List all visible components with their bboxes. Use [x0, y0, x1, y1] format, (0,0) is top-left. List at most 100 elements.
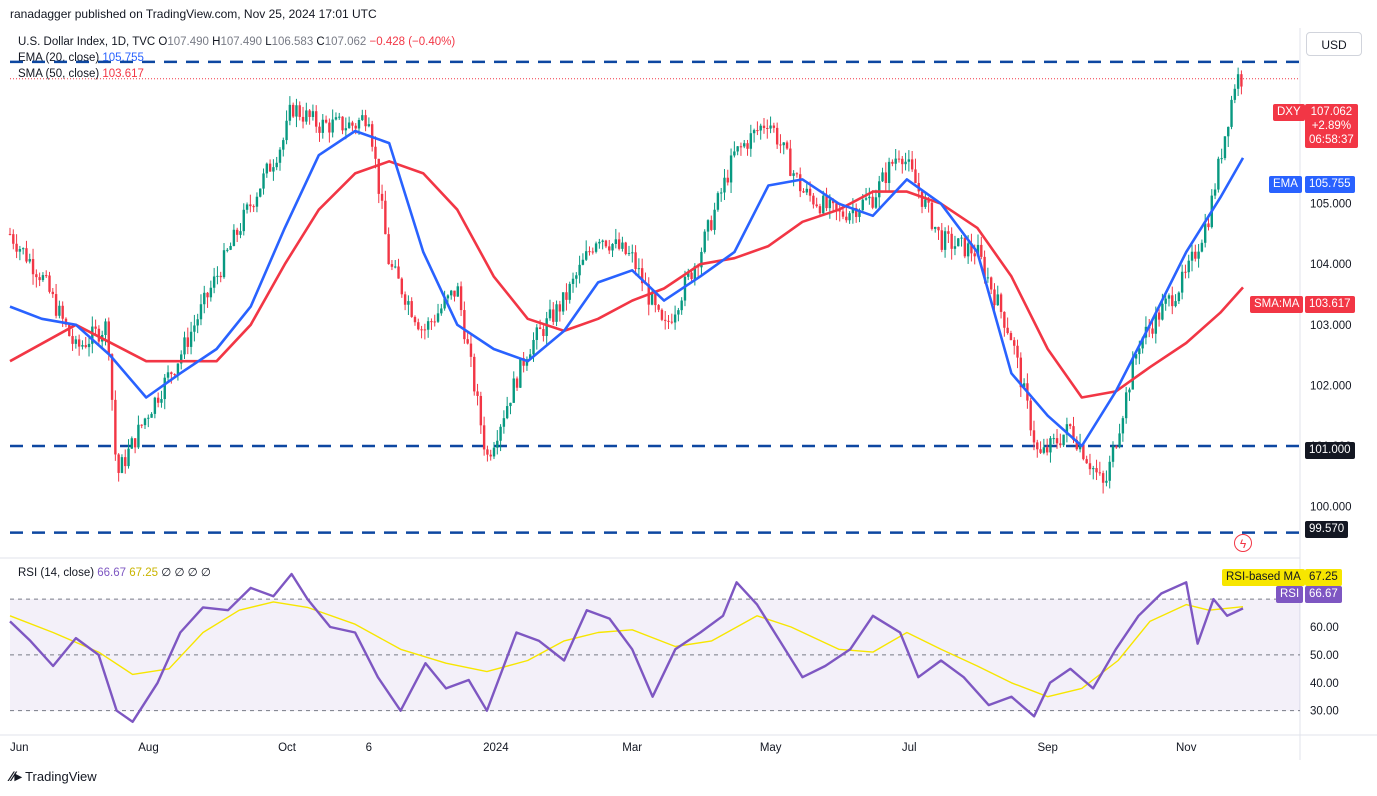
candle-body	[970, 243, 973, 254]
candle-body	[489, 454, 492, 457]
candle-body	[1157, 312, 1161, 320]
price-tick-label: 103.000	[1310, 320, 1352, 332]
candle-body	[947, 231, 950, 234]
candle-body	[627, 253, 631, 255]
candle-body	[1052, 438, 1055, 440]
price-tick-label: 105.000	[1310, 199, 1352, 211]
candle-body	[1072, 426, 1075, 441]
candle-body	[473, 356, 476, 392]
candle-body	[1134, 354, 1138, 359]
candle-body	[153, 397, 157, 414]
candle-body	[338, 116, 341, 118]
candle-body	[219, 275, 222, 278]
candle-body	[1019, 357, 1023, 388]
candle-body	[1085, 459, 1088, 464]
candle-body	[657, 305, 660, 310]
tradingview-logo[interactable]: ⁄⁄▸ TradingView	[10, 768, 97, 785]
candle-body	[147, 417, 150, 419]
candle-body	[812, 195, 815, 205]
candle-body	[555, 304, 558, 322]
candle-body	[980, 244, 983, 257]
candle-body	[180, 354, 183, 364]
candle-body	[1154, 312, 1158, 334]
candle-body	[232, 229, 236, 246]
candle-body	[1230, 99, 1233, 127]
candle-body	[249, 204, 252, 207]
candle-body	[209, 287, 213, 298]
candle-body	[687, 272, 690, 277]
candle-body	[456, 286, 459, 297]
candle-body	[502, 418, 506, 427]
candle-body	[459, 286, 463, 311]
tradingview-brand: TradingView	[25, 769, 97, 784]
sma-legend-label: SMA (50, close)	[18, 68, 100, 80]
candle-body	[268, 163, 272, 172]
candle-body	[341, 116, 344, 131]
candle-body	[170, 372, 173, 375]
price-tick-label: 104.000	[1310, 259, 1352, 271]
candle-body	[1036, 442, 1039, 450]
candle-body	[779, 144, 782, 146]
candle-body	[1115, 446, 1118, 448]
candle-body	[1213, 189, 1217, 196]
candle-body	[305, 110, 308, 122]
candle-body	[1236, 74, 1240, 89]
rsi-ma-tag: RSI-based MA	[1222, 569, 1305, 586]
time-tick-label: Nov	[1176, 742, 1197, 754]
candle-body	[792, 173, 795, 176]
rsi-legend[interactable]: RSI (14, close) 66.67 67.25 ∅ ∅ ∅ ∅	[18, 565, 211, 579]
candle-body	[331, 119, 334, 133]
tradingview-logo-icon: ⁄⁄▸	[10, 768, 22, 784]
candle-body	[1187, 260, 1190, 273]
candle-body	[683, 276, 687, 301]
candle-body	[999, 294, 1003, 312]
time-tick-label: 2024	[483, 742, 509, 754]
candle-body	[1167, 295, 1171, 299]
lightning-icon[interactable]: ϟ	[1234, 534, 1252, 552]
candle-body	[723, 177, 726, 193]
candle-body	[667, 320, 670, 322]
candle-body	[739, 146, 743, 148]
candle-body	[124, 457, 127, 467]
candle-body	[838, 210, 841, 212]
candle-body	[542, 329, 545, 336]
candle-body	[173, 374, 176, 376]
candle-body	[265, 163, 269, 174]
candle-body	[509, 402, 512, 407]
candle-body	[1098, 472, 1102, 474]
candle-body	[328, 122, 331, 133]
candle-body	[1013, 340, 1016, 346]
candle-body	[15, 243, 18, 252]
candle-body	[1184, 271, 1187, 273]
candle-body	[1141, 337, 1144, 349]
candle-body	[588, 251, 591, 253]
time-tick-label: Jul	[902, 742, 917, 754]
candle-body	[380, 193, 384, 201]
candle-body	[91, 326, 94, 344]
candle-body	[611, 243, 614, 251]
candle-body	[1105, 480, 1108, 483]
candle-body	[782, 142, 785, 146]
candle-body	[920, 191, 924, 207]
time-tick-label: May	[760, 742, 782, 754]
candle-body	[989, 277, 993, 290]
candle-body	[1045, 447, 1049, 453]
candle-body	[891, 161, 894, 164]
rsi-tick-label: 50.00	[1310, 650, 1339, 662]
currency-button[interactable]: USD	[1306, 32, 1362, 56]
candle-body	[907, 159, 911, 162]
candle-body	[245, 204, 249, 210]
candle-body	[608, 246, 611, 251]
candle-body	[318, 126, 321, 133]
open-value: 107.490	[167, 36, 209, 48]
level-99-tag: 99.570	[1305, 521, 1349, 538]
candle-body	[621, 242, 624, 249]
time-tick-label: 6	[366, 742, 372, 754]
candle-body	[548, 309, 552, 319]
sma-legend[interactable]: SMA (50, close) 103.617	[18, 68, 144, 80]
level-101-tag: 101.000	[1305, 442, 1355, 459]
candle-body	[565, 292, 568, 300]
candle-body	[38, 277, 41, 281]
candle-body	[927, 199, 930, 203]
